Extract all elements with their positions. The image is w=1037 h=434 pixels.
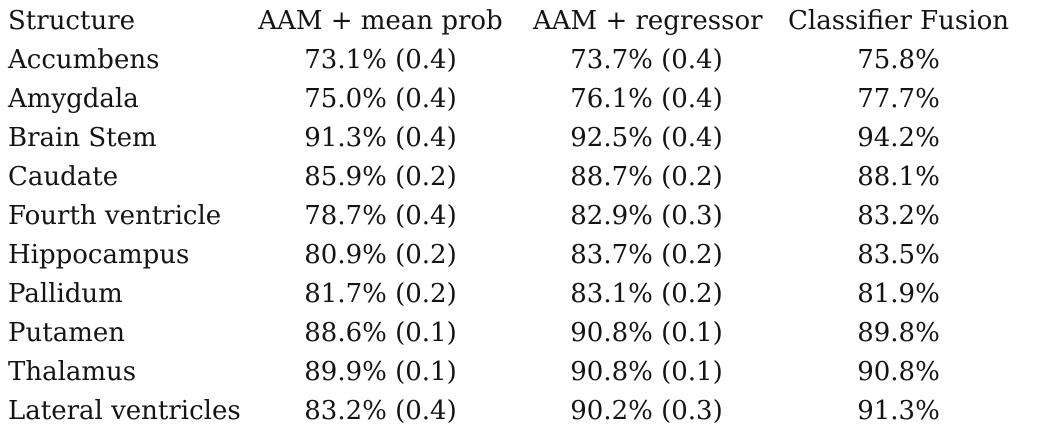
table-row: Accumbens 73.1% (0.4) 73.7% (0.4) 75.8% <box>0 41 1037 80</box>
structure-cell: Thalamus <box>8 357 137 387</box>
structure-cell: Putamen <box>8 318 125 348</box>
classifier-fusion-cell: 83.5% <box>857 240 940 270</box>
structure-cell: Amygdala <box>8 84 139 114</box>
table-row: Amygdala 75.0% (0.4) 76.1% (0.4) 77.7% <box>0 80 1037 119</box>
column-header-classifier-fusion: Classifier Fusion <box>788 6 1009 36</box>
aam-mean-prob-cell: 75.0% (0.4) <box>304 84 457 114</box>
structure-cell: Hippocampus <box>8 240 190 270</box>
classifier-fusion-cell: 89.8% <box>857 318 940 348</box>
aam-regressor-cell: 88.7% (0.2) <box>570 162 723 192</box>
classifier-fusion-cell: 94.2% <box>857 123 940 153</box>
aam-regressor-cell: 83.7% (0.2) <box>570 240 723 270</box>
aam-regressor-cell: 76.1% (0.4) <box>570 84 723 114</box>
aam-regressor-cell: 90.8% (0.1) <box>570 318 723 348</box>
aam-mean-prob-cell: 83.2% (0.4) <box>304 396 457 426</box>
aam-regressor-cell: 92.5% (0.4) <box>570 123 723 153</box>
aam-mean-prob-cell: 85.9% (0.2) <box>304 162 457 192</box>
aam-regressor-cell: 83.1% (0.2) <box>570 279 723 309</box>
table-row: Fourth ventricle 78.7% (0.4) 82.9% (0.3)… <box>0 197 1037 236</box>
aam-mean-prob-cell: 81.7% (0.2) <box>304 279 457 309</box>
aam-regressor-cell: 82.9% (0.3) <box>570 201 723 231</box>
classifier-fusion-cell: 75.8% <box>857 45 940 75</box>
classifier-fusion-cell: 83.2% <box>857 201 940 231</box>
classifier-fusion-cell: 91.3% <box>857 396 940 426</box>
structure-cell: Lateral ventricles <box>8 396 241 426</box>
aam-regressor-cell: 90.8% (0.1) <box>570 357 723 387</box>
table-header-row: Structure AAM + mean prob AAM + regresso… <box>0 2 1037 41</box>
aam-mean-prob-cell: 78.7% (0.4) <box>304 201 457 231</box>
table-row: Putamen 88.6% (0.1) 90.8% (0.1) 89.8% <box>0 314 1037 353</box>
column-header-aam-regressor: AAM + regressor <box>533 6 763 36</box>
aam-mean-prob-cell: 80.9% (0.2) <box>304 240 457 270</box>
aam-regressor-cell: 73.7% (0.4) <box>570 45 723 75</box>
table-row: Lateral ventricles 83.2% (0.4) 90.2% (0.… <box>0 392 1037 431</box>
aam-mean-prob-cell: 91.3% (0.4) <box>304 123 457 153</box>
table-row: Brain Stem 91.3% (0.4) 92.5% (0.4) 94.2% <box>0 119 1037 158</box>
structure-cell: Brain Stem <box>8 123 157 153</box>
classifier-fusion-cell: 88.1% <box>857 162 940 192</box>
structure-cell: Fourth ventricle <box>8 201 222 231</box>
column-header-aam-mean-prob: AAM + mean prob <box>258 6 503 36</box>
structure-cell: Caudate <box>8 162 119 192</box>
column-header-structure: Structure <box>8 6 136 36</box>
classifier-fusion-cell: 81.9% <box>857 279 940 309</box>
structure-cell: Accumbens <box>8 45 160 75</box>
table-row: Caudate 85.9% (0.2) 88.7% (0.2) 88.1% <box>0 158 1037 197</box>
aam-mean-prob-cell: 73.1% (0.4) <box>304 45 457 75</box>
classifier-fusion-cell: 90.8% <box>857 357 940 387</box>
structure-cell: Pallidum <box>8 279 123 309</box>
aam-regressor-cell: 90.2% (0.3) <box>570 396 723 426</box>
table-row: Thalamus 89.9% (0.1) 90.8% (0.1) 90.8% <box>0 353 1037 392</box>
aam-mean-prob-cell: 89.9% (0.1) <box>304 357 457 387</box>
aam-mean-prob-cell: 88.6% (0.1) <box>304 318 457 348</box>
table-row: Pallidum 81.7% (0.2) 83.1% (0.2) 81.9% <box>0 275 1037 314</box>
table-row: Hippocampus 80.9% (0.2) 83.7% (0.2) 83.5… <box>0 236 1037 275</box>
classifier-fusion-cell: 77.7% <box>857 84 940 114</box>
